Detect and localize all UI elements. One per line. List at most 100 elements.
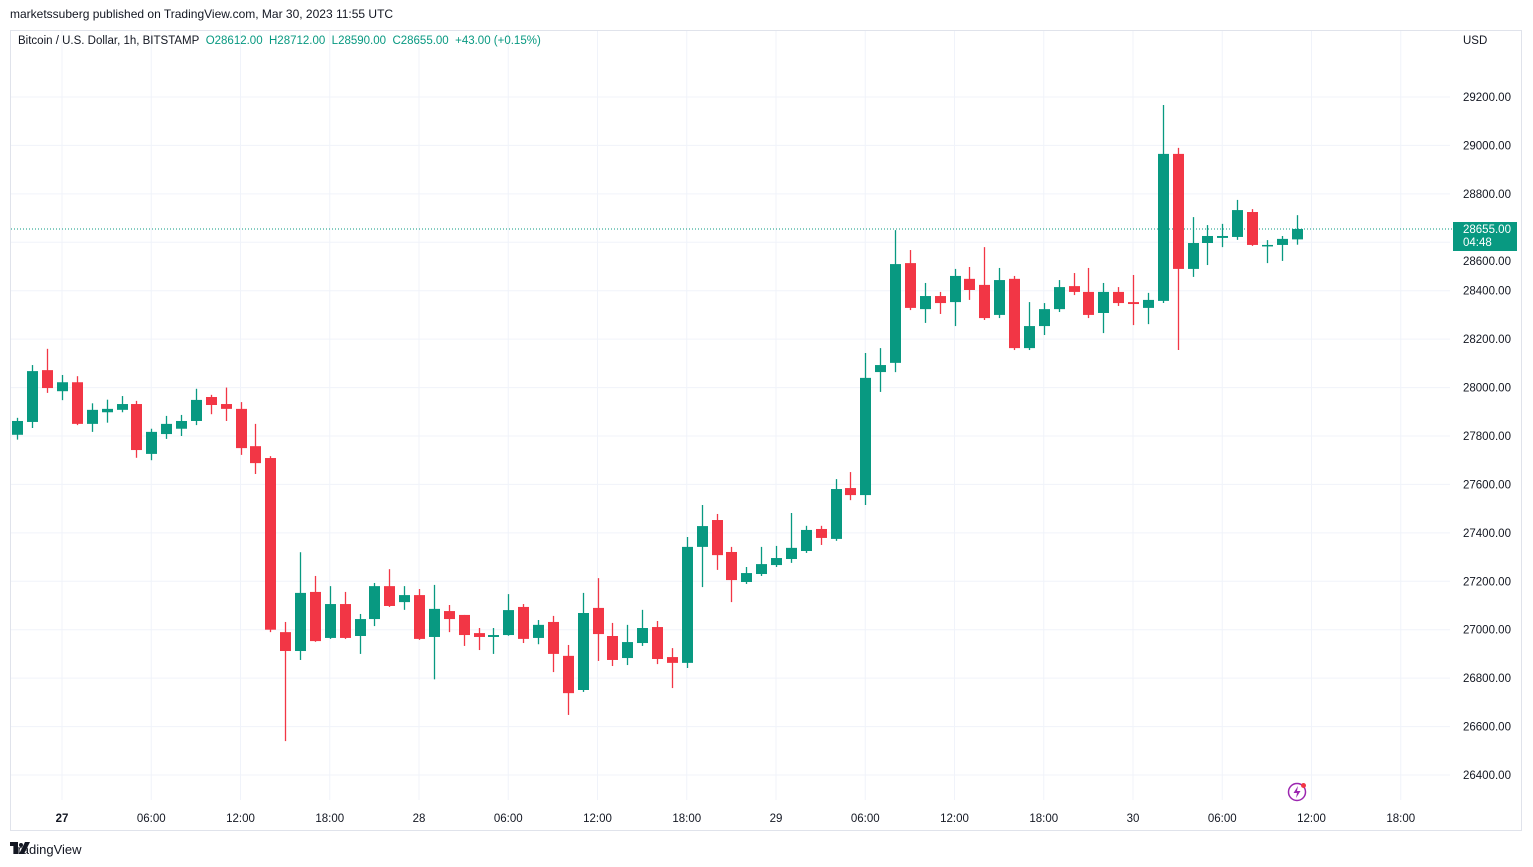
candle-body [1039,309,1050,327]
candle-body [176,420,187,429]
candle-up [1098,282,1109,334]
candle-body [1054,287,1065,310]
candle-body [548,621,559,654]
price-axis: 26400.00 26600.00 26800.00 27000.00 27200.00… [1463,92,1511,782]
candle-body [325,604,336,638]
candle-body [340,604,351,638]
candle-down [310,575,321,642]
candle-down [250,423,261,475]
chart-frame [10,30,1522,831]
time-tick-label: 12:00 [226,813,255,825]
time-tick-label: 18:00 [315,813,344,825]
candle-body [369,586,380,620]
change-value: +43.00 (+0.15%) [455,35,541,47]
candle-up [1158,104,1169,304]
candle-body [771,558,782,566]
candle-body [1188,243,1199,269]
time-tick-label: 18:00 [672,813,701,825]
candle-up [831,479,842,541]
candle-up [87,403,98,432]
high-value: H28712.00 [269,35,326,47]
candle-body [816,528,827,538]
candle-down [340,591,351,639]
candle-down [845,472,856,501]
lightning-icon[interactable] [1287,782,1307,802]
candles [12,104,1303,742]
price-tick-label: 28200.00 [1463,334,1511,346]
candle-down [414,589,425,640]
candle-body [712,520,723,556]
candle-down [1113,287,1124,306]
candle-body [399,595,410,603]
open-value: O28612.00 [205,35,263,47]
candle-up [741,566,752,584]
candle-down [474,628,485,651]
candle-up [57,374,68,401]
candle-body [831,489,842,539]
price-tick-label: 27000.00 [1463,625,1511,637]
candle-down [1069,273,1080,296]
candle-body [250,446,261,464]
time-tick-label: 29 [770,813,783,825]
candle-down [667,648,678,689]
candle-up [682,536,693,668]
candle-body [726,551,737,581]
candle-down [1173,147,1184,351]
candle-body [1158,153,1169,301]
candle-body [42,370,53,389]
candle-down [1128,274,1139,326]
candle-body [1247,212,1258,245]
candle-body [503,610,514,636]
time-tick-label: 12:00 [583,813,612,825]
candle-body [697,526,708,547]
candle-down [563,644,574,715]
time-tick-label: 06:00 [851,813,880,825]
price-tick-label: 27600.00 [1463,479,1511,491]
candle-body [161,423,172,435]
candle-body [578,613,589,691]
candle-up [786,512,797,563]
candle-body [801,529,812,552]
candle-down [384,569,395,607]
price-tick-label: 26800.00 [1463,673,1511,685]
candle-down [444,605,455,633]
candle-body [994,280,1005,315]
candle-body [652,627,663,660]
candle-body [533,624,544,638]
last-price-label: 28655.00 04:48 [1453,222,1517,251]
candle-down [1009,275,1020,351]
time-tick-label: 18:00 [1386,813,1415,825]
candle-up [1277,235,1288,261]
candle-up [771,545,782,567]
candle-up [369,582,380,627]
currency-label[interactable]: USD [1463,35,1488,47]
time-tick-label: 18:00 [1029,813,1058,825]
tradingview-logo[interactable]: TradingView [10,842,82,857]
candle-down [1083,267,1094,319]
candle-down [652,620,663,665]
candle-down [221,387,232,421]
candle-body [1173,153,1184,269]
candle-down [1247,209,1258,246]
close-value: C28655.00 [392,35,449,47]
candle-down [593,578,604,661]
candle-body [1083,291,1094,315]
time-tick-label: 06:00 [137,813,166,825]
candle-body [146,431,157,454]
candle-up [146,428,157,461]
candle-up [756,546,767,576]
candle-body [12,420,23,435]
price-tick-label: 27200.00 [1463,576,1511,588]
candle-up [1262,240,1273,264]
candle-up [12,417,23,440]
candle-up [801,525,812,553]
candle-body [87,409,98,424]
candle-up [1292,215,1303,245]
candle-down [726,546,737,603]
candle-body [131,404,142,451]
candle-body [964,278,975,290]
symbol-title[interactable]: Bitcoin / U.S. Dollar, 1h, BITSTAMP [18,35,200,47]
candle-up [399,586,410,610]
candle-up [488,628,499,654]
